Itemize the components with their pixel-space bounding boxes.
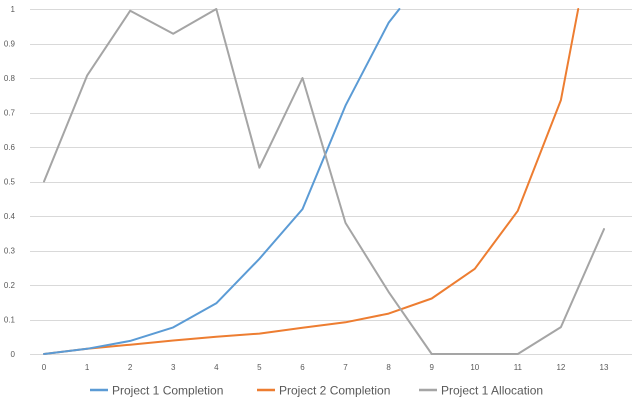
x-tick-label: 10 xyxy=(470,363,479,372)
y-tick-label: 0.5 xyxy=(4,178,16,187)
x-tick-label: 5 xyxy=(257,363,262,372)
legend-item-2: Project 2 Completion xyxy=(257,384,390,398)
series-line-2 xyxy=(43,8,580,355)
x-tick-label: 4 xyxy=(214,363,219,372)
legend-label: Project 1 Allocation xyxy=(441,384,543,398)
x-tick-label: 2 xyxy=(128,363,133,372)
y-tick-label: 0.8 xyxy=(4,74,16,83)
x-tick-label: 8 xyxy=(386,363,391,372)
x-tick-label: 7 xyxy=(343,363,348,372)
y-tick-label: 0.6 xyxy=(4,143,16,152)
series-line-1 xyxy=(43,8,401,355)
x-tick-label: 3 xyxy=(171,363,176,372)
x-tick-label: 6 xyxy=(300,363,305,372)
legend: Project 1 Completion Project 2 Completion… xyxy=(90,384,543,398)
legend-label: Project 1 Completion xyxy=(112,384,223,398)
gridlines xyxy=(30,9,632,355)
y-tick-label: 0.1 xyxy=(4,316,16,325)
y-tick-label: 0.9 xyxy=(4,40,16,49)
legend-item-3: Project 1 Allocation xyxy=(419,384,543,398)
x-tick-label: 9 xyxy=(429,363,434,372)
legend-item-1: Project 1 Completion xyxy=(90,384,223,398)
y-tick-label: 0.2 xyxy=(4,281,16,290)
y-axis-ticks: 0 0.1 0.2 0.3 0.4 0.5 0.6 0.7 0.8 0.9 1 xyxy=(4,5,16,359)
y-tick-label: 0 xyxy=(11,350,16,359)
y-tick-label: 0.4 xyxy=(4,212,16,221)
x-tick-label: 12 xyxy=(556,363,565,372)
series-lines xyxy=(43,8,605,355)
y-tick-label: 0.7 xyxy=(4,109,16,118)
x-axis-ticks: 0 1 2 3 4 5 6 7 8 9 10 11 12 13 xyxy=(42,363,609,372)
y-tick-label: 0.3 xyxy=(4,247,16,256)
x-tick-label: 1 xyxy=(85,363,90,372)
x-tick-label: 13 xyxy=(600,363,609,372)
y-tick-label: 1 xyxy=(11,5,16,14)
x-tick-label: 11 xyxy=(514,363,523,372)
x-tick-label: 0 xyxy=(42,363,47,372)
series-line-3 xyxy=(43,8,605,355)
legend-label: Project 2 Completion xyxy=(279,384,390,398)
